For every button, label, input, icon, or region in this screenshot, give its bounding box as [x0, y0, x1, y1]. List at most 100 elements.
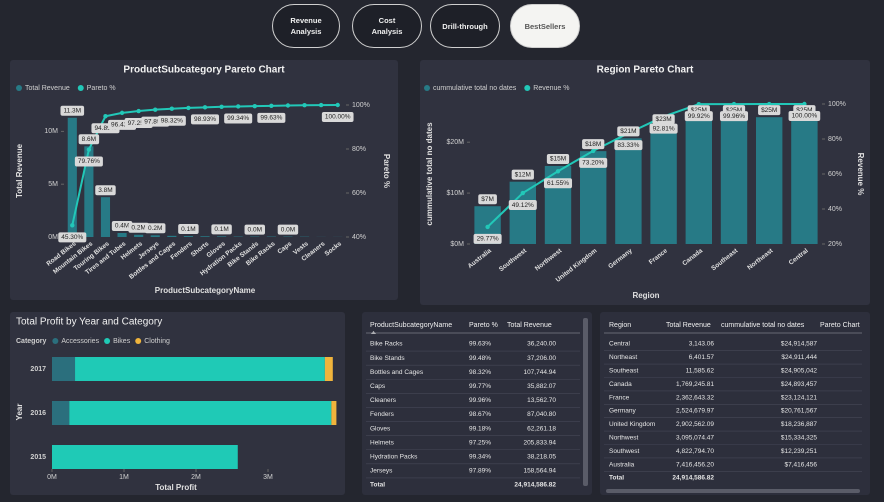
table-cell: $24,905,042	[781, 368, 818, 375]
data-label: 0.0M	[248, 226, 262, 233]
legend-label: Revenue %	[533, 85, 569, 92]
table-cell: Southwest	[609, 448, 640, 455]
data-label-box	[178, 224, 199, 235]
data-label-box	[145, 223, 166, 234]
data-label: 99.96%	[723, 113, 745, 120]
data-label: 0.2M	[131, 225, 145, 232]
bar	[217, 236, 227, 237]
line-point	[318, 102, 324, 108]
data-label-box	[508, 200, 537, 211]
table-cell: 99.63%	[469, 341, 491, 348]
scrollbar[interactable]	[583, 318, 588, 486]
data-label-box	[652, 114, 675, 125]
legend-marker	[524, 85, 531, 91]
line-point	[802, 101, 807, 107]
table-cell: Cleaners	[370, 397, 397, 404]
data-label-box	[111, 220, 133, 231]
table-cell: $20,761,567	[781, 408, 818, 415]
table-cell: 99.48%	[469, 355, 491, 362]
data-label: 11.3M	[63, 107, 81, 114]
x-tick-label: 3M	[263, 474, 273, 481]
legend-label: Clothing	[144, 338, 170, 345]
table-cell: Bike Stands	[370, 355, 405, 362]
data-label-box	[157, 115, 186, 126]
data-label-box	[614, 140, 643, 151]
table-cell: Northeast	[609, 354, 637, 361]
nav-button[interactable]: BestSellers	[510, 4, 580, 48]
table-cell: Caps	[370, 383, 386, 390]
y-tick-label: 0M	[48, 234, 58, 241]
data-label-box	[95, 185, 116, 196]
nav-button[interactable]: Drill-through	[430, 4, 500, 48]
table-cell: 38,218.05	[527, 454, 556, 461]
table-cell: $7,416,456	[784, 461, 817, 468]
y-tick-label: 40%	[828, 206, 842, 213]
legend-title: Category	[16, 338, 46, 345]
table-total: 24,914,586.82	[672, 475, 714, 482]
data-label-box	[719, 111, 749, 122]
table-cell: Hydration Packs	[370, 454, 418, 461]
table-cell: 3,095,074.47	[676, 435, 714, 442]
table-cell: $12,239,251	[781, 448, 818, 455]
data-label: 98.93%	[194, 116, 216, 123]
table-cell: $24,911,444	[781, 354, 817, 361]
line-point	[86, 147, 92, 152]
y-tick-label: $0M	[450, 241, 464, 248]
table-cell: Bike Racks	[370, 341, 403, 348]
legend-marker	[16, 85, 22, 91]
table-cell: Northwest	[609, 435, 638, 442]
y2-axis-title: Pareto %	[382, 154, 391, 188]
data-label: 0.4M	[115, 223, 129, 230]
line-point	[202, 105, 208, 110]
bar	[650, 126, 677, 244]
data-label-box	[546, 153, 570, 164]
x-tick-label: 1M	[119, 474, 129, 481]
data-label-box	[579, 157, 608, 168]
bar	[200, 236, 210, 237]
line	[486, 103, 805, 228]
table-cell: 35,882.07	[527, 383, 556, 390]
bar	[117, 232, 127, 237]
column-header: Total Revenue	[666, 322, 711, 329]
y-axis-title: Total Revenue	[15, 143, 24, 198]
scrollbar[interactable]	[606, 489, 860, 493]
x-axis-title: Total Profit	[155, 483, 197, 492]
data-label-box	[224, 113, 253, 124]
data-label: $25M	[796, 107, 812, 114]
y-tick-label: 2015	[30, 454, 46, 461]
panel	[362, 312, 592, 495]
data-label-box	[758, 105, 781, 116]
data-label-box	[617, 126, 640, 137]
nav-button[interactable]: Cost Analysis	[352, 4, 422, 48]
bar	[84, 146, 94, 237]
data-label: 0.2M	[148, 225, 162, 232]
line-point	[153, 107, 158, 112]
legend-label: Total Revenue	[25, 85, 70, 92]
data-label: 100.00%	[325, 114, 351, 121]
bar-segment	[75, 357, 325, 381]
data-label-box	[128, 222, 149, 233]
bar	[167, 235, 177, 237]
data-label: 79.76%	[78, 158, 100, 165]
panel	[10, 60, 398, 300]
nav-button[interactable]: Revenue Analysis	[272, 4, 340, 48]
table-cell: Canada	[609, 381, 632, 388]
y-axis-title: cummulative total no dates	[425, 122, 434, 226]
legend-marker	[77, 85, 84, 91]
table-cell: Australia	[609, 461, 635, 468]
bar	[756, 117, 783, 244]
y-tick-label: 2016	[30, 410, 46, 417]
y-tick-label: 20%	[828, 241, 842, 248]
bar-segment	[69, 401, 332, 425]
y-tick-label: $20M	[446, 139, 464, 146]
column-header: Region	[609, 322, 631, 329]
y-tick-label: 40%	[352, 234, 366, 241]
table-cell: 97.25%	[469, 439, 491, 446]
data-label: 100.00%	[792, 113, 818, 120]
bar-segment	[331, 401, 337, 425]
table-cell: 205,833.94	[523, 439, 556, 446]
table-region: Region Total Revenue cummulative total no …	[604, 322, 862, 482]
table-cell: $23,124,121	[781, 394, 818, 401]
table-cell: 99.18%	[469, 425, 491, 432]
